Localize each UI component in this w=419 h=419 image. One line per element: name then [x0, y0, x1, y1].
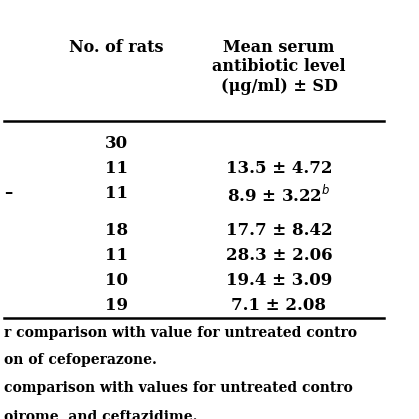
Text: 19.4 ± 3.09: 19.4 ± 3.09: [226, 272, 332, 289]
Text: r comparison with value for untreated contro: r comparison with value for untreated co…: [4, 326, 357, 339]
Text: comparison with values for untreated contro: comparison with values for untreated con…: [4, 381, 353, 395]
Text: oirome, and ceftazidime.: oirome, and ceftazidime.: [4, 409, 197, 419]
Text: 7.1 ± 2.08: 7.1 ± 2.08: [231, 297, 326, 314]
Text: –: –: [4, 185, 12, 202]
Text: 10: 10: [105, 272, 128, 289]
Text: 30: 30: [105, 135, 128, 152]
Text: on of cefoperazone.: on of cefoperazone.: [4, 353, 157, 367]
Text: 11: 11: [105, 247, 128, 264]
Text: 11: 11: [105, 185, 128, 202]
Text: No. of rats: No. of rats: [69, 39, 163, 56]
Text: 8.9 ± 3.22$^{b}$: 8.9 ± 3.22$^{b}$: [227, 185, 331, 206]
Text: 11: 11: [105, 160, 128, 177]
Text: 28.3 ± 2.06: 28.3 ± 2.06: [226, 247, 332, 264]
Text: 17.7 ± 8.42: 17.7 ± 8.42: [226, 222, 332, 238]
Text: 19: 19: [105, 297, 128, 314]
Text: Mean serum
antibiotic level
(μg/ml) ± SD: Mean serum antibiotic level (μg/ml) ± SD: [212, 39, 346, 95]
Text: 18: 18: [105, 222, 128, 238]
Text: 13.5 ± 4.72: 13.5 ± 4.72: [226, 160, 332, 177]
